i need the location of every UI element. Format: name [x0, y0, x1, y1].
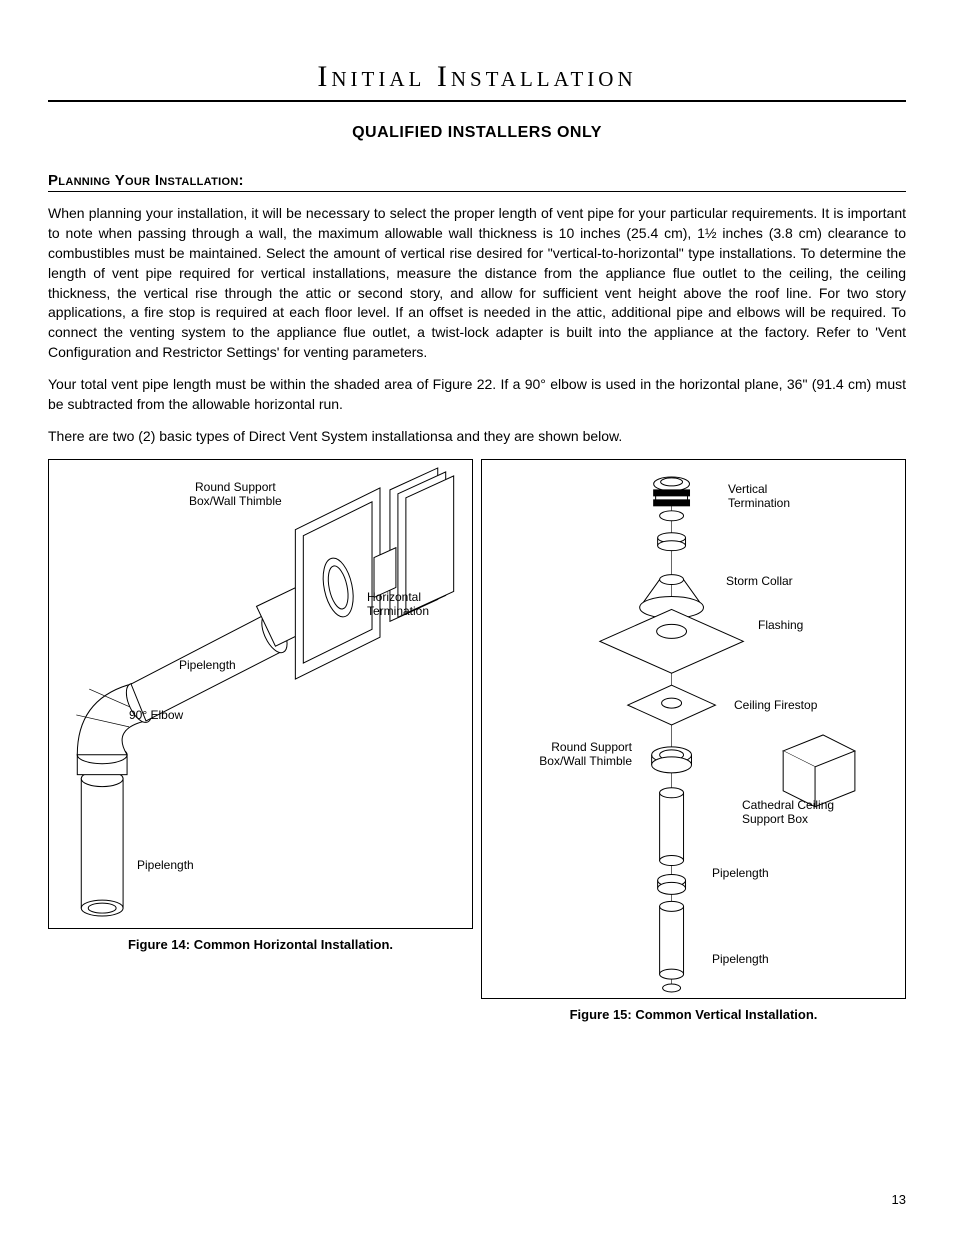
figure-15: VerticalTermination Storm Collar Flashin… [481, 459, 906, 1022]
fig15-label-vertical-termination: VerticalTermination [728, 482, 790, 511]
figure-14-box: Round SupportBox/Wall Thimble Horizontal… [48, 459, 473, 929]
section-heading: Planning Your Installation: [48, 172, 906, 192]
page-title: Initial Installation [48, 60, 906, 102]
fig15-label-ceiling-firestop: Ceiling Firestop [734, 698, 817, 712]
fig14-label-elbow: 90° Elbow [129, 708, 183, 722]
figures-row: Round SupportBox/Wall Thimble Horizontal… [48, 459, 906, 1022]
fig15-label-storm-collar: Storm Collar [726, 574, 793, 588]
body-paragraph-2: Your total vent pipe length must be with… [48, 375, 906, 415]
fig14-label-pipelength-upper: Pipelength [179, 658, 236, 672]
subtitle: QUALIFIED INSTALLERS ONLY [48, 124, 906, 142]
body-paragraph-1: When planning your installation, it will… [48, 204, 906, 363]
fig15-label-cathedral: Cathedral CeilingSupport Box [742, 798, 834, 827]
page-number: 13 [892, 1192, 906, 1207]
figure-15-caption: Figure 15: Common Vertical Installation. [481, 1007, 906, 1022]
figure-14: Round SupportBox/Wall Thimble Horizontal… [48, 459, 473, 952]
fig14-label-horizontal-termination: HorizontalTermination [367, 590, 429, 619]
figure-15-box: VerticalTermination Storm Collar Flashin… [481, 459, 906, 999]
body-paragraph-3: There are two (2) basic types of Direct … [48, 427, 906, 447]
fig15-label-pipelength-lower: Pipelength [712, 952, 769, 966]
figure-14-caption: Figure 14: Common Horizontal Installatio… [48, 937, 473, 952]
fig14-label-pipelength-lower: Pipelength [137, 858, 194, 872]
figure-14-svg [49, 460, 472, 928]
fig15-label-flashing: Flashing [758, 618, 803, 632]
fig15-label-round-support: Round SupportBox/Wall Thimble [502, 740, 632, 769]
fig15-label-pipelength-upper: Pipelength [712, 866, 769, 880]
figure-15-svg [482, 460, 905, 998]
fig14-label-round-support: Round SupportBox/Wall Thimble [189, 480, 282, 509]
